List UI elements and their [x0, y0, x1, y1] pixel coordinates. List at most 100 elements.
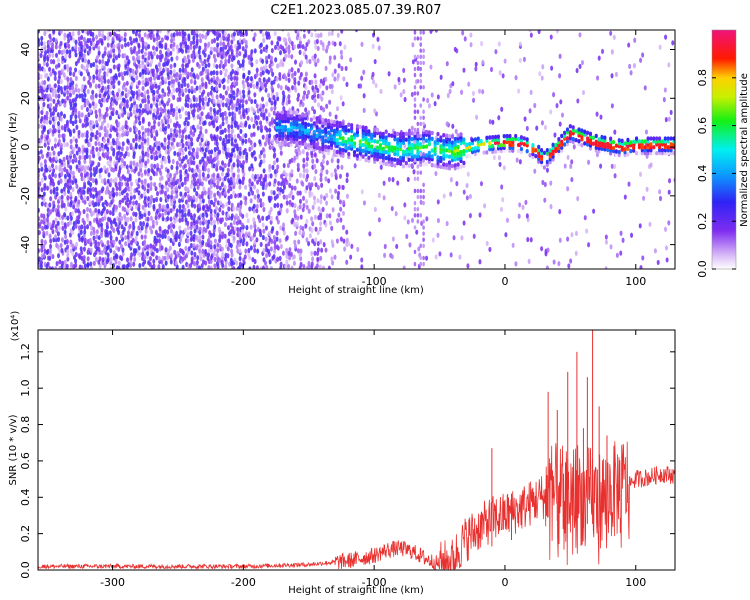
- noise-cell: [72, 89, 76, 95]
- noise-cell: [175, 72, 179, 78]
- noise-cell: [164, 42, 168, 48]
- noise-cell: [74, 262, 78, 269]
- noise-cell: [310, 79, 314, 85]
- noise-cell: [321, 45, 325, 52]
- noise-cell: [160, 245, 164, 251]
- noise-cell: [227, 138, 231, 144]
- noise-cell: [279, 203, 283, 209]
- noise-cell: [170, 32, 174, 39]
- noise-cell: [345, 229, 349, 235]
- noise-cell: [98, 98, 102, 105]
- noise-cell: [218, 185, 222, 191]
- noise-cell: [140, 179, 144, 185]
- noise-cell: [166, 187, 170, 193]
- noise-cell: [322, 265, 326, 269]
- noise-cell: [578, 63, 582, 70]
- noise-cell: [57, 84, 61, 90]
- streak-cell: [422, 225, 425, 230]
- noise-cell: [515, 157, 519, 163]
- ridge-cell: [327, 130, 331, 135]
- noise-cell: [83, 195, 87, 201]
- noise-cell: [181, 142, 185, 149]
- noise-cell: [525, 125, 529, 132]
- noise-cell: [538, 71, 542, 77]
- noise-cell: [94, 187, 98, 193]
- ridge-cell: [522, 136, 526, 141]
- noise-cell: [221, 116, 225, 122]
- noise-cell: [288, 255, 292, 261]
- noise-cell: [122, 82, 126, 88]
- noise-cell: [313, 250, 317, 256]
- noise-cell: [92, 61, 96, 68]
- noise-cell: [310, 261, 314, 267]
- noise-cell: [124, 87, 128, 93]
- noise-cell: [244, 231, 248, 237]
- noise-cell: [238, 146, 242, 152]
- noise-cell: [118, 126, 122, 132]
- noise-cell: [59, 111, 63, 117]
- noise-cell: [228, 111, 232, 117]
- ridge-cell: [390, 145, 394, 150]
- ridge-cell: [542, 150, 547, 156]
- noise-cell: [215, 252, 219, 259]
- noise-cell: [173, 62, 177, 68]
- noise-cell: [339, 95, 343, 101]
- noise-cell: [184, 245, 188, 252]
- noise-cell: [216, 212, 220, 218]
- noise-cell: [166, 118, 170, 124]
- noise-cell: [302, 167, 306, 174]
- ridge-cell: [534, 153, 538, 159]
- noise-cell: [39, 263, 43, 269]
- streak-cell: [416, 121, 420, 127]
- noise-cell: [154, 83, 158, 89]
- noise-cell: [53, 83, 57, 89]
- noise-cell: [305, 151, 309, 157]
- noise-cell: [166, 85, 170, 91]
- noise-cell: [270, 106, 274, 112]
- noise-cell: [109, 234, 113, 240]
- noise-cell: [69, 105, 73, 111]
- noise-cell: [533, 168, 537, 174]
- noise-cell: [48, 66, 52, 72]
- noise-cell: [252, 36, 256, 42]
- noise-cell: [189, 129, 193, 136]
- noise-cell: [219, 40, 223, 47]
- noise-cell: [77, 199, 81, 205]
- noise-cell: [304, 107, 308, 113]
- noise-cell: [230, 213, 234, 219]
- noise-cell: [91, 177, 95, 184]
- noise-cell: [83, 92, 87, 98]
- noise-cell: [82, 76, 86, 82]
- noise-cell: [411, 59, 415, 65]
- noise-cell: [267, 139, 271, 146]
- ridge-cell: [565, 136, 570, 141]
- noise-cell: [91, 100, 95, 107]
- noise-cell: [235, 92, 239, 98]
- noise-cell: [146, 182, 150, 189]
- noise-cell: [212, 98, 216, 104]
- noise-cell: [65, 168, 69, 175]
- noise-cell: [218, 124, 222, 130]
- noise-cell: [64, 182, 68, 188]
- noise-cell: [216, 109, 220, 115]
- noise-cell: [262, 153, 266, 159]
- noise-cell: [216, 180, 220, 186]
- noise-cell: [57, 93, 61, 99]
- noise-cell: [84, 165, 88, 171]
- noise-cell: [156, 163, 160, 169]
- noise-cell: [307, 182, 311, 188]
- noise-cell: [49, 71, 53, 77]
- noise-cell: [262, 206, 266, 213]
- noise-cell: [334, 114, 338, 120]
- noise-cell: [160, 164, 164, 170]
- noise-cell: [187, 140, 191, 147]
- noise-cell: [193, 261, 197, 267]
- noise-cell: [206, 112, 210, 118]
- noise-cell: [302, 30, 306, 33]
- noise-cell: [610, 103, 614, 109]
- noise-cell: [269, 173, 273, 179]
- noise-cell: [39, 260, 43, 266]
- noise-cell: [147, 77, 151, 83]
- ridge-cell: [488, 135, 492, 140]
- noise-cell: [66, 244, 70, 250]
